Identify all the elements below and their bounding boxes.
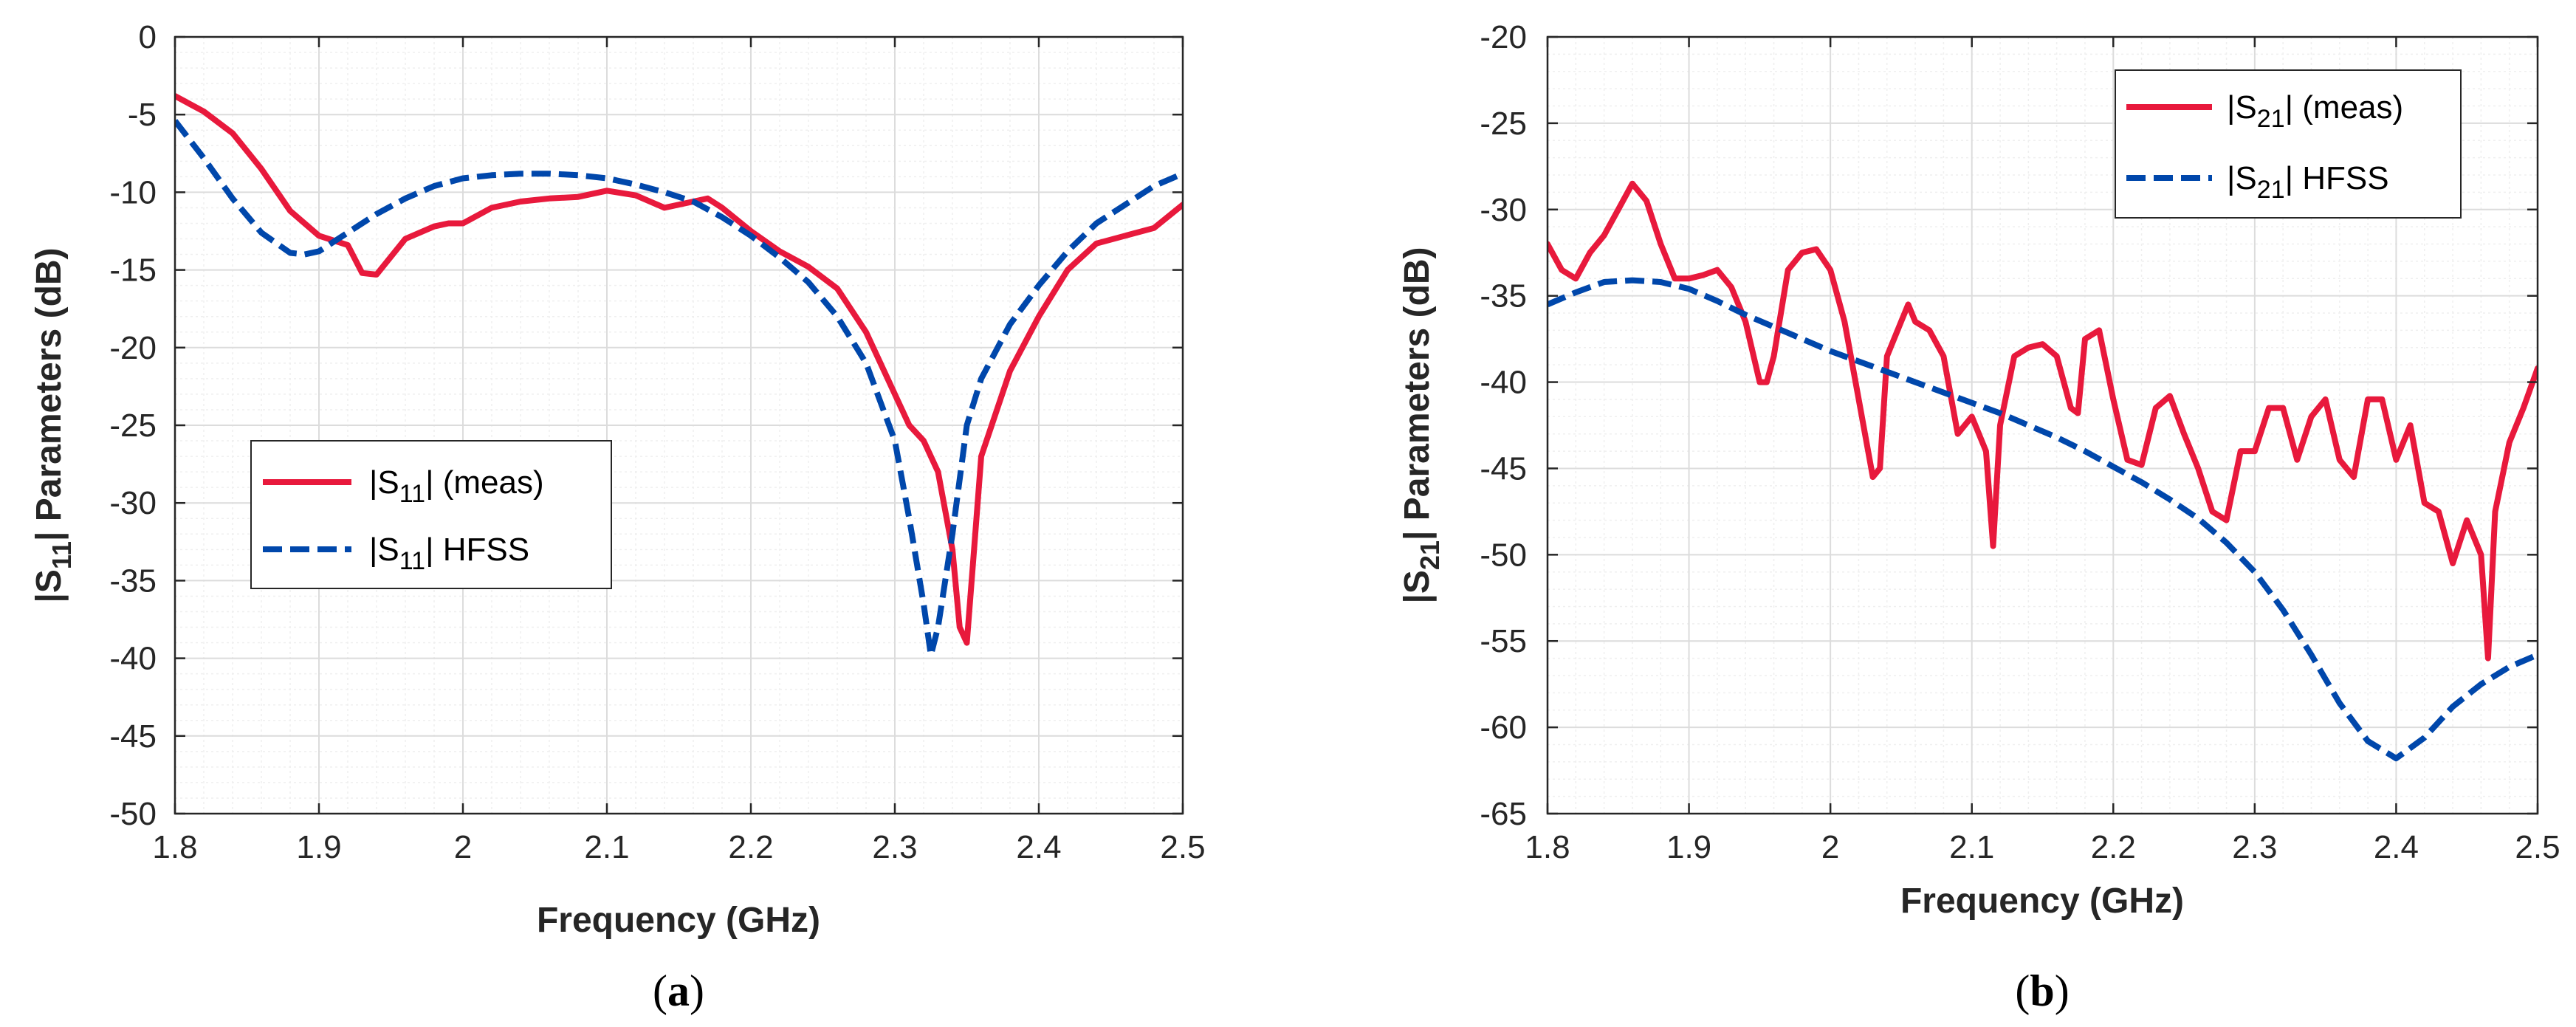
legend-label-meas: |S11| (meas) (369, 464, 544, 508)
x-tick-label: 1.9 (296, 829, 341, 865)
chart-panel-b: 1.8 1.9 2 2.1 2.2 2.3 2.4 2.5 -20 -25 -30 -35 -40 -4… (1398, 19, 2560, 1015)
x-tick-label: 2.5 (2515, 829, 2560, 865)
x-tick-label: 2 (454, 829, 472, 865)
y-tick-label: -25 (109, 408, 157, 444)
y-tick-label: -40 (109, 641, 157, 677)
chart-panel-a: 1.8 1.9 2 2.1 2.2 2.3 2.4 2.5 0 -5 -10 -15 -20 -25 -3… (30, 19, 1206, 1015)
x-tick-label: 2.4 (1016, 829, 1061, 865)
ticks-layer (1546, 35, 2539, 815)
legend-label-meas: |S21| (meas) (2227, 89, 2403, 133)
y-tick-label: -20 (109, 330, 157, 366)
series-layer (175, 93, 1183, 659)
x-tick-label: 1.9 (1666, 829, 1711, 865)
y-axis-title: |S11| Parameters (dB) (30, 247, 77, 602)
series-line-meas (1548, 180, 2538, 662)
x-tick-label: 1.8 (152, 829, 197, 865)
y-tick-label: -40 (1480, 365, 1527, 401)
series-layer (1548, 180, 2538, 762)
y-tick-label: -35 (109, 563, 157, 599)
y-tick-label: -5 (128, 97, 157, 133)
x-tick-label: 2.2 (2091, 829, 2136, 865)
x-tick-label: 2.5 (1160, 829, 1205, 865)
x-tick-label: 1.8 (1525, 829, 1570, 865)
y-tick-label: -45 (109, 718, 157, 755)
panel-caption-a: (a) (653, 966, 704, 1015)
series-line-hfss (175, 119, 1183, 659)
x-tick-label: 2.4 (2374, 829, 2419, 865)
y-tick-label: -35 (1480, 278, 1527, 315)
x-tick-label: 2.3 (2232, 829, 2277, 865)
y-tick-label: -20 (1480, 19, 1527, 55)
plot-frame (1546, 35, 2539, 815)
x-tick-label: 2.1 (584, 829, 629, 865)
x-tick-label: 2.1 (1949, 829, 1994, 865)
x-axis-title: Frequency (GHz) (537, 901, 820, 940)
legend-label-hfss: |S21| HFSS (2227, 160, 2389, 204)
y-tick-label: -15 (109, 253, 157, 289)
series-line-hfss (1548, 277, 2538, 762)
y-axis-title: |S21| Parameters (dB) (1398, 247, 1445, 603)
legend: |S21| (meas) |S21| HFSS (2115, 69, 2462, 219)
x-tick-labels: 1.8 1.9 2 2.1 2.2 2.3 2.4 2.5 (1525, 829, 2560, 865)
y-tick-label: -55 (1480, 623, 1527, 659)
y-tick-label: -60 (1480, 710, 1527, 746)
x-tick-label: 2 (1821, 829, 1839, 865)
ticks-layer (174, 35, 1184, 815)
y-tick-labels: 0 -5 -10 -15 -20 -25 -30 -35 -40 -45 -50 (109, 19, 157, 832)
legend-box (250, 440, 612, 589)
x-tick-label: 2.3 (872, 829, 917, 865)
legend: |S11| (meas) |S11| HFSS (250, 440, 612, 589)
legend-box (2115, 69, 2462, 219)
legend-label-hfss: |S11| HFSS (369, 532, 529, 575)
y-tick-label: -65 (1480, 796, 1527, 832)
y-tick-label: -50 (109, 796, 157, 832)
y-tick-labels: -20 -25 -30 -35 -40 -45 -50 -55 -60 -65 (1480, 19, 1527, 832)
series-line-meas (175, 93, 1183, 646)
panel-caption-b: (b) (2015, 966, 2069, 1015)
x-tick-labels: 1.8 1.9 2 2.1 2.2 2.3 2.4 2.5 (152, 829, 1205, 865)
x-tick-label: 2.2 (728, 829, 773, 865)
y-tick-label: -10 (109, 174, 157, 210)
y-tick-label: -45 (1480, 450, 1527, 487)
y-tick-label: -30 (1480, 192, 1527, 228)
y-tick-label: -50 (1480, 537, 1527, 573)
y-tick-label: 0 (139, 19, 157, 55)
x-axis-title: Frequency (GHz) (1900, 882, 2184, 921)
y-tick-label: -25 (1480, 106, 1527, 142)
y-tick-label: -30 (109, 485, 157, 521)
